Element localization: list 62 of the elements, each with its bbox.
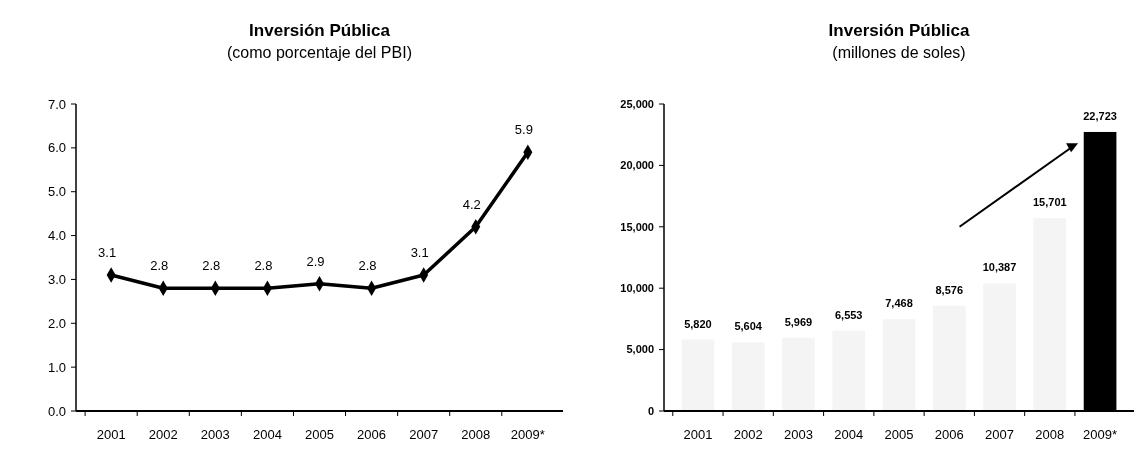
y-tick-label: 10,000: [620, 282, 654, 295]
x-tick-label: 2008: [1035, 427, 1065, 442]
data-label: 22,723: [1083, 109, 1117, 122]
bar: [983, 283, 1016, 411]
x-tick-label: 2007: [409, 427, 439, 442]
data-label: 3.1: [98, 245, 117, 261]
data-label: 7,468: [885, 297, 913, 310]
y-tick-label: 0.0: [47, 403, 66, 419]
y-tick-label: 2.0: [47, 315, 66, 331]
bar: [882, 319, 916, 411]
x-tick-label: 2002: [148, 427, 178, 442]
bar: [832, 330, 866, 411]
data-label: 2.8: [150, 258, 169, 274]
y-tick-label: 4.0: [47, 228, 66, 244]
bar: [731, 342, 765, 411]
y-tick-label: 7.0: [47, 96, 66, 112]
data-label: 3.1: [410, 245, 429, 261]
x-tick-label: 2009*: [1083, 427, 1118, 442]
data-label: 4.2: [462, 196, 481, 212]
y-tick-label: 5.0: [47, 184, 66, 200]
x-tick-label: 2004: [834, 427, 864, 442]
data-label: 6,553: [834, 308, 863, 321]
x-tick-label: 2001: [683, 427, 713, 442]
y-tick-label: 3.0: [47, 271, 66, 287]
data-label: 8,576: [935, 283, 964, 296]
x-tick-label: 2009*: [510, 427, 545, 442]
x-tick-label: 2002: [733, 427, 763, 442]
x-tick-label: 2005: [305, 427, 334, 442]
x-tick-label: 2008: [461, 427, 491, 442]
bar: [932, 305, 966, 411]
x-tick-label: 2007: [985, 427, 1014, 442]
x-tick-label: 2005: [884, 427, 914, 442]
data-label: 2.9: [306, 253, 325, 269]
bar: [782, 337, 815, 411]
y-tick-label: 20,000: [620, 159, 654, 172]
x-tick-label: 2001: [96, 427, 126, 442]
chart-title: Inversión Pública: [828, 21, 970, 40]
data-label: 2.8: [202, 258, 221, 274]
y-tick-label: 0: [647, 404, 654, 417]
data-label: 10,387: [982, 261, 1017, 274]
x-tick-label: 2006: [934, 427, 964, 442]
y-tick-label: 1.0: [47, 359, 66, 375]
chart-subtitle: (millones de soles): [832, 44, 966, 61]
y-tick-label: 6.0: [47, 140, 66, 156]
data-label: 5.9: [514, 122, 533, 138]
chart-subtitle: (como porcentaje del PBI): [227, 44, 412, 61]
data-label: 15,701: [1032, 196, 1067, 209]
data-label: 2.8: [358, 258, 377, 274]
x-tick-label: 2006: [357, 427, 387, 442]
bar: [1033, 218, 1067, 411]
bar: [681, 339, 715, 411]
data-label: 2.8: [254, 258, 273, 274]
x-tick-label: 2003: [200, 427, 230, 442]
data-label: 5,969: [784, 315, 813, 328]
x-tick-label: 2004: [252, 427, 282, 442]
y-tick-label: 5,000: [626, 343, 654, 356]
chart-title: Inversión Pública: [249, 21, 391, 40]
y-tick-label: 25,000: [620, 97, 654, 110]
data-label: 5,820: [684, 317, 712, 330]
x-tick-label: 2003: [784, 427, 813, 442]
y-tick-label: 15,000: [620, 220, 654, 233]
data-label: 5,604: [734, 320, 763, 333]
